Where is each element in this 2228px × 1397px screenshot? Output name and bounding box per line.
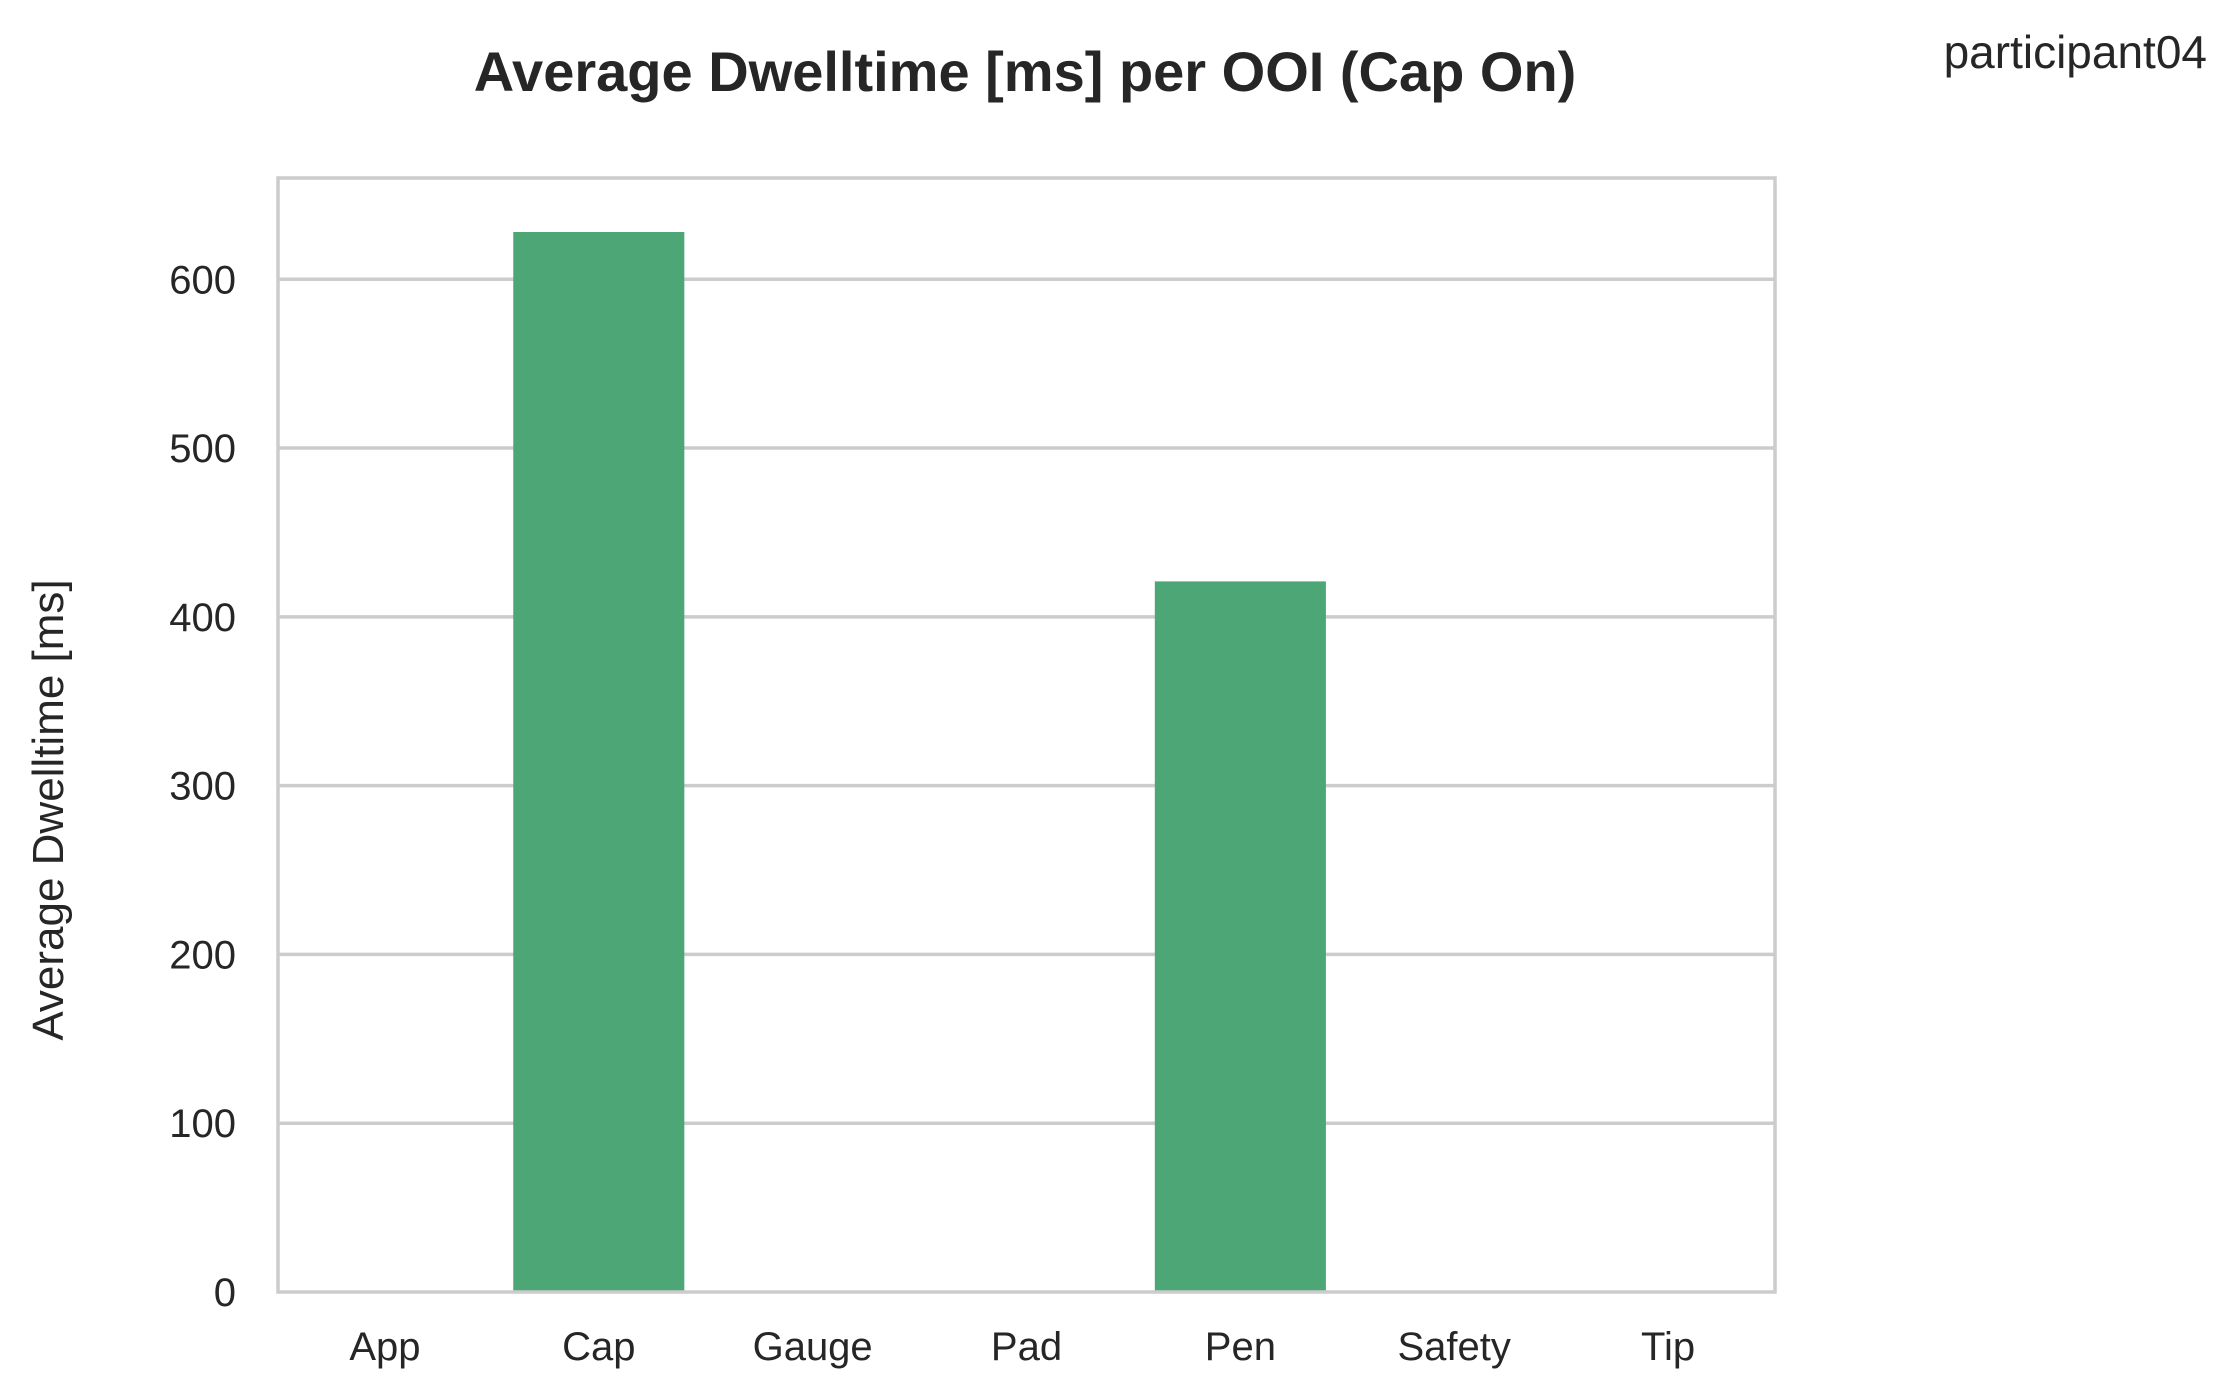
y-tick-labels: 0 100 200 300 400 500 600 [169,258,236,1315]
x-tick-labels: App Cap Gauge Pad Pen Safety Tip [349,1325,1695,1369]
x-tick-label-tip: Tip [1641,1325,1695,1369]
x-tick-label-gauge: Gauge [753,1325,873,1369]
y-tick-label-300: 300 [169,765,236,809]
plot-frame [276,176,1777,1294]
y-tick-label-500: 500 [169,427,236,471]
x-tick-label-cap: Cap [562,1325,635,1369]
participant-label: participant04 [1944,26,2207,78]
y-tick-label-0: 0 [214,1271,236,1315]
x-tick-label-app: App [349,1325,420,1369]
bar-cap [513,232,685,1293]
y-tick-label-200: 200 [169,933,236,977]
bar-pen [1154,581,1326,1292]
y-tick-label-100: 100 [169,1102,236,1146]
y-tick-label-400: 400 [169,596,236,640]
chart-title: Average Dwelltime [ms] per OOI (Cap On) [474,40,1577,103]
x-tick-label-safety: Safety [1398,1325,1511,1369]
y-axis-label: Average Dwelltime [ms] [24,579,73,1040]
x-tick-label-pen: Pen [1205,1325,1276,1369]
bars [513,232,1326,1293]
gridlines [278,277,1775,1125]
y-tick-label-600: 600 [169,258,236,302]
x-tick-label-pad: Pad [991,1325,1062,1369]
